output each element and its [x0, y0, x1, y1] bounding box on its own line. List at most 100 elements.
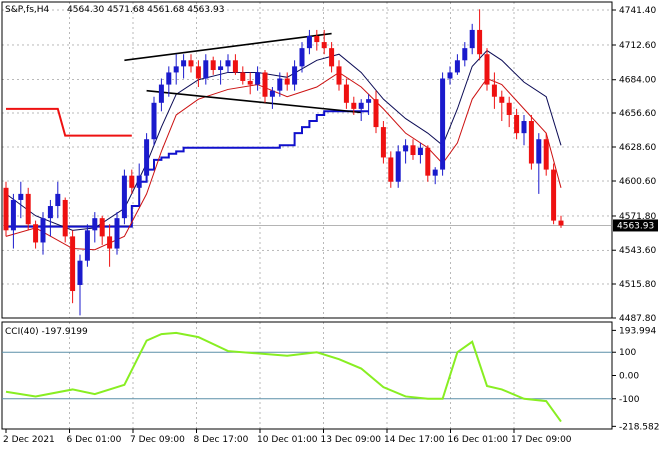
candle	[218, 60, 224, 85]
candle-body	[336, 66, 342, 85]
candle	[284, 72, 290, 91]
candle	[306, 29, 312, 55]
candle-body	[62, 199, 68, 237]
candle-body	[70, 236, 76, 292]
candle-body	[277, 78, 283, 91]
candle-body	[314, 36, 320, 43]
time-tick-label: 17 Dec 09:00	[511, 435, 572, 445]
candle-body	[144, 139, 150, 176]
candle	[269, 87, 275, 109]
candle-body	[388, 157, 394, 182]
candle-body	[417, 147, 423, 156]
candle-body	[551, 169, 557, 221]
candle	[528, 114, 534, 170]
candle-body	[129, 175, 135, 188]
candle	[380, 121, 386, 164]
candle	[18, 181, 24, 219]
axes: 4741.40 4712.60 4684.00 4656.60 4628.60 4600.…	[3, 6, 660, 445]
candle	[329, 42, 335, 73]
candle-body	[269, 90, 275, 97]
ma-fast-line	[5, 49, 562, 231]
candle-body	[47, 206, 53, 219]
candle	[47, 199, 53, 237]
candle	[240, 66, 246, 85]
candle	[188, 54, 194, 73]
candle-body	[121, 175, 127, 219]
candle-body	[373, 99, 379, 128]
candle-body	[358, 102, 364, 109]
candle-body	[447, 72, 453, 79]
candle-body	[284, 78, 290, 85]
price-tick-label: 4712.60	[619, 41, 656, 51]
candle	[114, 212, 120, 255]
candle	[514, 108, 520, 140]
candle-body	[425, 147, 431, 176]
candle-body	[77, 260, 83, 285]
candle	[417, 142, 423, 164]
candle-body	[181, 60, 187, 67]
candle	[373, 90, 379, 134]
candle	[173, 54, 179, 85]
resistance-line	[6, 107, 132, 137]
candle	[107, 224, 113, 267]
candle-body	[158, 84, 164, 103]
candle-body	[514, 114, 520, 134]
cci-line	[5, 331, 562, 423]
candle-body	[366, 99, 372, 103]
candle	[92, 212, 98, 243]
candle-body	[3, 187, 9, 231]
candle	[33, 220, 39, 249]
price-tick-label: 4487.80	[619, 314, 656, 324]
candle	[40, 212, 46, 255]
candle	[166, 66, 172, 97]
chart-ohlc: 4564.30 4571.68 4561.68 4563.93	[67, 5, 224, 15]
candle-body	[506, 102, 512, 115]
time-tick-label: 10 Dec 01:00	[257, 435, 318, 445]
candle-body	[343, 84, 349, 103]
time-tick-label: 7 Dec 09:00	[130, 435, 185, 445]
chart-symbol: S&P,fs,H4	[5, 5, 50, 15]
candle-body	[536, 139, 542, 164]
candle	[543, 133, 549, 176]
candle	[410, 139, 416, 160]
candle	[499, 90, 505, 122]
candle	[277, 72, 283, 97]
candle-body	[395, 151, 401, 182]
candle-body	[99, 218, 105, 237]
candle-body	[462, 48, 468, 61]
candle-body	[18, 193, 24, 200]
candle-body	[380, 127, 386, 158]
candle	[181, 54, 187, 79]
candle	[388, 151, 394, 188]
current-price-box	[613, 219, 658, 232]
candle-body	[499, 96, 505, 103]
candle-body	[351, 102, 357, 109]
candle	[210, 56, 216, 75]
candle	[440, 72, 446, 176]
candle-body	[491, 84, 497, 97]
candle	[55, 181, 61, 219]
candle-body	[232, 60, 238, 73]
candle	[314, 29, 320, 51]
candle	[551, 163, 557, 225]
candle-body	[255, 72, 261, 85]
candle	[321, 29, 327, 55]
candle-body	[210, 60, 216, 71]
candle-body	[521, 121, 527, 134]
candle-body	[262, 72, 268, 97]
candle	[99, 215, 105, 245]
candle-body	[454, 60, 460, 73]
time-tick-label: 8 Dec 17:00	[194, 435, 249, 445]
candle-body	[114, 218, 120, 249]
cci-tick-label: -218.5825	[619, 422, 660, 432]
candle-body	[55, 193, 61, 207]
candle-body	[84, 230, 90, 261]
candle-body	[33, 224, 39, 243]
candle	[558, 215, 564, 228]
candle-body	[247, 80, 253, 85]
grid	[2, 2, 612, 429]
price-tick-label: 4741.40	[619, 6, 656, 16]
candle-body	[195, 66, 201, 79]
candle	[425, 145, 431, 182]
